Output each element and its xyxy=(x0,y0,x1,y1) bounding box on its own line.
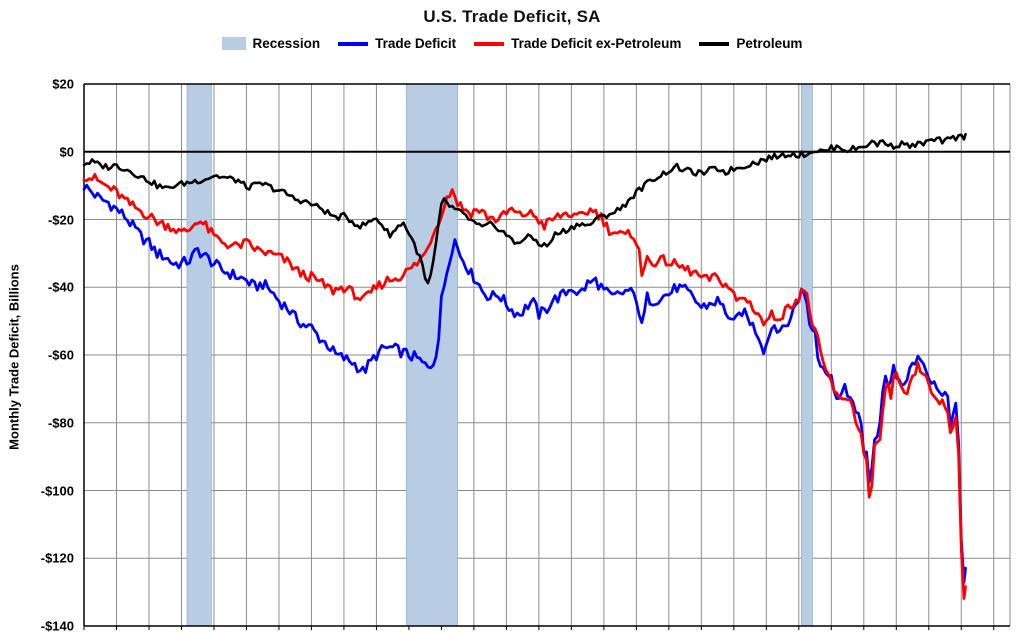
y-tick-label: -$100 xyxy=(40,483,74,498)
legend-item-recession: Recession xyxy=(221,36,321,51)
recession-band xyxy=(186,83,212,627)
legend-label-ex-petroleum: Trade Deficit ex-Petroleum xyxy=(511,36,682,51)
y-tick-label: -$40 xyxy=(47,279,74,295)
y-tick-label: $20 xyxy=(52,76,74,92)
y-axis-tick-labels: $20 $0 -$20 -$40 -$60 -$80 -$100 -$120 -$140 xyxy=(0,0,78,634)
y-tick-label: -$120 xyxy=(40,550,74,566)
series-line-trade-deficit-ex-petroleum xyxy=(82,172,967,600)
chart-title: U.S. Trade Deficit, SA xyxy=(423,7,601,26)
recession-band xyxy=(801,83,813,627)
recession-band-swatch xyxy=(221,37,246,50)
legend-label-petroleum: Petroleum xyxy=(736,36,803,51)
y-tick-label: $0 xyxy=(59,144,74,160)
y-tick-label: -$60 xyxy=(47,347,74,363)
legend-label-trade-deficit: Trade Deficit xyxy=(375,36,457,51)
y-tick-label: -$20 xyxy=(47,212,74,227)
petroleum-line-swatch xyxy=(699,41,730,46)
series-line-petroleum xyxy=(82,132,967,285)
ex-petroleum-line-swatch xyxy=(474,41,505,46)
legend-label-recession: Recession xyxy=(252,36,321,51)
legend-item-trade-deficit: Trade Deficit xyxy=(338,36,456,51)
y-tick-label: -$80 xyxy=(47,415,74,431)
trade-deficit-line-swatch xyxy=(338,41,369,46)
legend-item-ex-petroleum: Trade Deficit ex-Petroleum xyxy=(474,36,681,51)
chart-legend: Recession Trade Deficit Trade Deficit ex… xyxy=(0,36,1024,51)
series-line-trade-deficit xyxy=(82,183,967,584)
legend-item-petroleum: Petroleum xyxy=(699,36,802,51)
